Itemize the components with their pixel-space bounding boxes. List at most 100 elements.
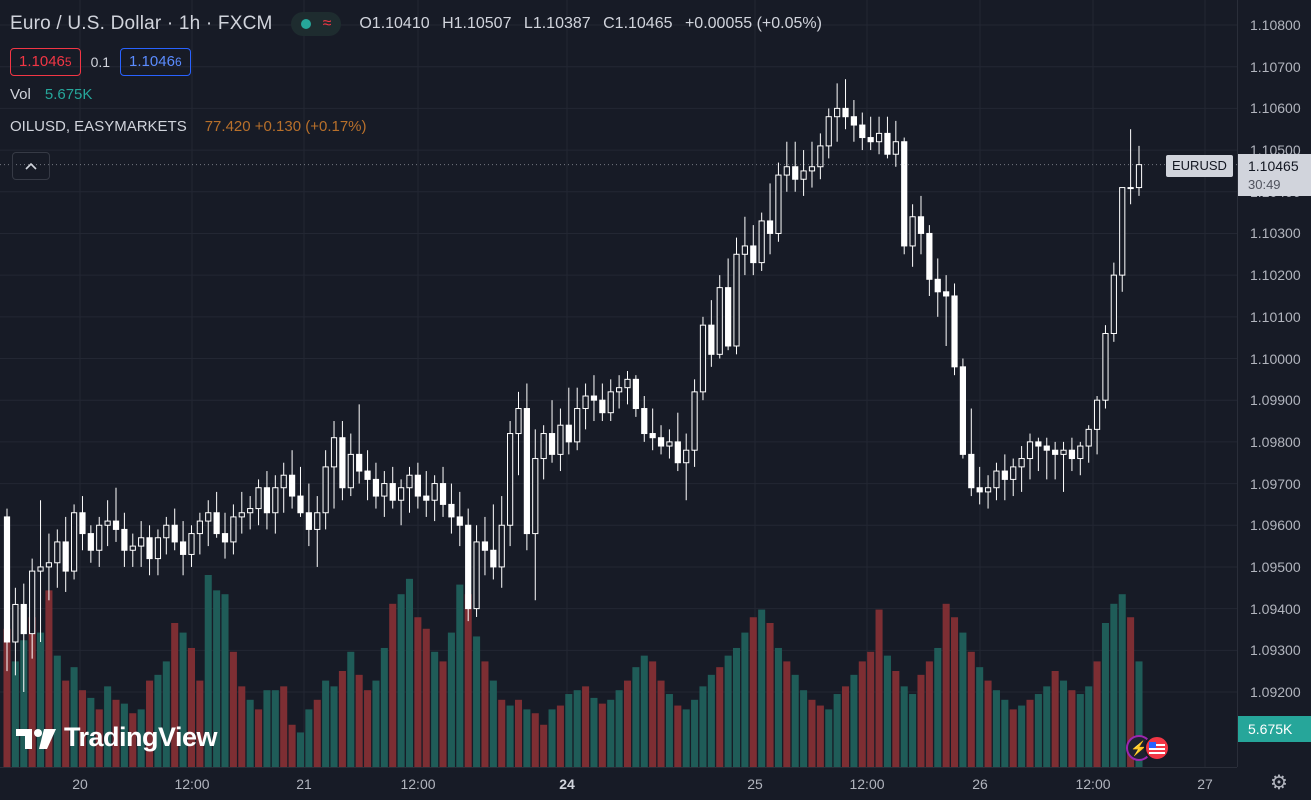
- volume-bar: [137, 709, 145, 767]
- candle-body: [649, 433, 656, 439]
- volume-bar: [909, 694, 917, 767]
- volume-bar: [1026, 699, 1034, 767]
- candle-body: [62, 541, 69, 572]
- candle-body: [599, 399, 606, 414]
- volume-legend: Vol 5.675K: [10, 80, 830, 108]
- candle: [624, 371, 631, 405]
- volume-bar: [246, 699, 254, 767]
- candle: [783, 141, 790, 192]
- candle-body: [121, 528, 128, 551]
- candle-body: [657, 437, 665, 447]
- candle-body: [817, 145, 824, 168]
- symbol-title[interactable]: Euro / U.S. Dollar · 1h · FXCM: [10, 13, 273, 34]
- candle-body: [968, 453, 975, 489]
- candle-body: [1077, 445, 1084, 460]
- sell-price-button[interactable]: 1.10465: [10, 48, 81, 76]
- candle: [87, 525, 94, 563]
- compare-values: 77.420 +0.130 (+0.17%): [204, 117, 367, 135]
- volume-bar: [78, 690, 86, 767]
- candle-body: [607, 391, 614, 414]
- volume-label[interactable]: Vol: [10, 85, 31, 103]
- candle: [959, 358, 967, 459]
- candle-body: [179, 541, 187, 555]
- volume-bar: [280, 686, 288, 767]
- time-tick-label: 24: [559, 776, 575, 792]
- candle: [1102, 325, 1109, 409]
- gear-icon[interactable]: ⚙: [1270, 772, 1288, 794]
- volume-bar: [380, 647, 388, 767]
- candle-body: [356, 453, 363, 472]
- candle-body: [129, 545, 136, 551]
- candle-body: [272, 487, 279, 514]
- candle: [54, 529, 61, 588]
- volume-bar: [263, 690, 271, 767]
- volume-bar: [338, 671, 346, 767]
- volume-bar: [112, 699, 120, 767]
- ohlc-change: +0.00055 (+0.05%): [684, 15, 822, 32]
- candle-body: [280, 474, 287, 489]
- candle: [775, 162, 782, 242]
- volume-bar: [397, 594, 405, 767]
- tradingview-logo[interactable]: TradingView: [14, 722, 218, 753]
- price-tick-label: 1.09200: [1250, 684, 1301, 700]
- candle-body: [423, 495, 430, 501]
- volume-bar: [925, 661, 933, 767]
- chart-canvas[interactable]: [0, 0, 1237, 767]
- candle-body: [1010, 466, 1017, 480]
- candle: [557, 408, 564, 472]
- price-tick-label: 1.10000: [1250, 350, 1301, 367]
- bar-countdown: 30:49: [1248, 177, 1281, 192]
- volume-bar: [296, 732, 305, 767]
- ohlc-open: O1.10410: [359, 15, 430, 32]
- volume-bar: [741, 632, 749, 767]
- candlestick-series: [0, 79, 1237, 692]
- symbol-price-tag: EURUSD: [1166, 155, 1233, 177]
- time-scale[interactable]: 20 12:00 21 12:00 24 25 12:00 26 12:00 27: [0, 767, 1237, 800]
- candle-body: [490, 549, 497, 568]
- candle: [1135, 145, 1143, 196]
- buy-price-button[interactable]: 1.10466: [120, 48, 191, 76]
- volume-bar: [967, 651, 975, 767]
- volume-bar: [825, 709, 833, 767]
- price-tick-label: 1.09700: [1250, 475, 1301, 492]
- candle-body: [288, 474, 296, 497]
- candle-body: [45, 562, 53, 568]
- volume-bar: [900, 686, 908, 767]
- candle: [188, 525, 195, 567]
- time-tick-label: 12:00: [1075, 776, 1111, 792]
- us-flag-icon[interactable]: [1144, 735, 1170, 761]
- candle-body: [1085, 428, 1092, 447]
- compare-symbol[interactable]: OILUSD, EASYMARKETS: [10, 117, 187, 135]
- market-status[interactable]: ≈: [290, 12, 342, 36]
- candle: [498, 496, 505, 588]
- candle: [699, 316, 707, 401]
- volume-bar: [1076, 694, 1084, 767]
- candle-body: [255, 487, 262, 510]
- price-scale[interactable]: 1.108001.107001.106001.105001.104001.103…: [1237, 0, 1311, 767]
- logo-text: TradingView: [64, 722, 218, 752]
- volume-bar: [20, 640, 28, 767]
- collapse-legend-button[interactable]: [12, 152, 50, 180]
- candle: [247, 496, 254, 530]
- event-badges[interactable]: ⚡: [1126, 735, 1170, 761]
- volume-bar: [615, 690, 623, 767]
- volume-bar: [489, 680, 497, 767]
- candle: [1052, 441, 1059, 480]
- candle: [163, 516, 170, 555]
- volume-bar: [657, 680, 665, 767]
- candle: [171, 508, 178, 551]
- volume-bar: [364, 690, 372, 767]
- candle: [825, 108, 832, 159]
- volume-bar: [330, 686, 338, 767]
- candle: [817, 133, 824, 180]
- candle: [993, 462, 1000, 501]
- candle-body: [1135, 164, 1143, 189]
- candle: [934, 258, 941, 317]
- candle-body: [943, 291, 950, 297]
- candle-body: [792, 166, 799, 180]
- candle-body: [1119, 187, 1126, 276]
- volume-bar: [556, 705, 564, 767]
- price-tick-label: 1.10800: [1250, 17, 1301, 33]
- candle-body: [96, 524, 103, 551]
- candle-body: [1026, 441, 1034, 460]
